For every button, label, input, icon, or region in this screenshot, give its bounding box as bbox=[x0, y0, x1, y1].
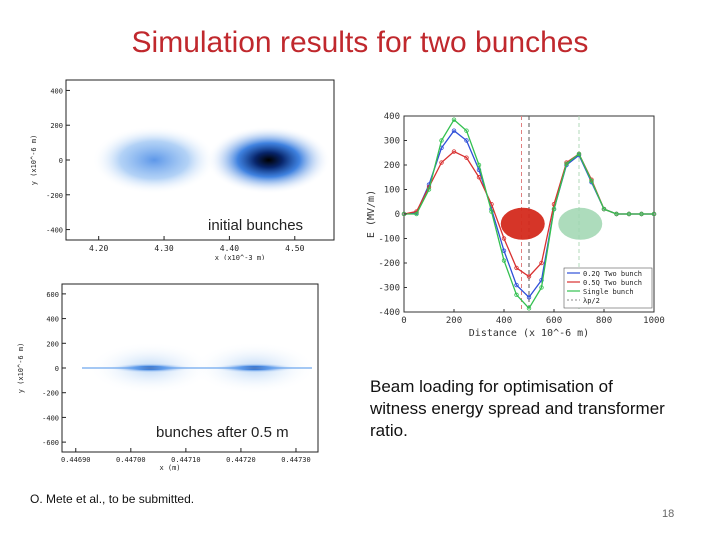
y-axis-label: y (x10^-6 m) bbox=[30, 135, 38, 186]
series-point bbox=[589, 178, 594, 184]
y-tick-label: 300 bbox=[384, 137, 400, 147]
series-point bbox=[576, 151, 582, 157]
x-tick-label: 0.44730 bbox=[281, 456, 311, 464]
series-line-3 bbox=[404, 118, 654, 310]
series-point bbox=[551, 206, 557, 212]
y-tick-label: -200 bbox=[46, 192, 63, 200]
bunch-2 bbox=[206, 126, 331, 194]
series-point bbox=[464, 128, 469, 133]
x-tick-label: 0.44710 bbox=[171, 456, 201, 464]
y-tick-label: 400 bbox=[46, 316, 59, 324]
x-tick-label: 400 bbox=[496, 316, 512, 326]
series-point bbox=[464, 138, 469, 143]
series-point bbox=[451, 117, 457, 122]
series-point bbox=[514, 265, 519, 271]
series-point bbox=[639, 211, 644, 217]
field-line-chart: 0 200 400 600 800 10004003002001000-100-200-3… bbox=[366, 112, 665, 339]
x-tick-label: 0.44700 bbox=[116, 456, 146, 464]
y-tick-label: 0 bbox=[395, 210, 400, 220]
series-point bbox=[414, 211, 419, 217]
series-point bbox=[426, 187, 432, 192]
x-tick-label: 0 bbox=[401, 316, 406, 326]
series-point bbox=[451, 128, 457, 133]
series-point bbox=[501, 248, 507, 253]
drive-bunch-ellipse bbox=[500, 207, 545, 240]
y-tick-label: 0 bbox=[55, 365, 59, 373]
x-tick-label: 600 bbox=[546, 316, 562, 326]
series-point bbox=[539, 260, 544, 266]
page-number: 18 bbox=[662, 508, 675, 520]
series-point bbox=[614, 211, 619, 217]
y-tick-label: -400 bbox=[378, 308, 400, 318]
x-tick-label: 200 bbox=[446, 316, 462, 326]
series-point bbox=[439, 160, 444, 165]
legend-box bbox=[563, 267, 653, 309]
bunches-after-plot: 0.44690 0.44700 0.44710 0.44720 0.44730 600 40… bbox=[17, 283, 319, 472]
y-tick-label: 100 bbox=[384, 186, 400, 196]
x-tick-label: 4.30 bbox=[154, 244, 173, 253]
witness-bunch-ellipse bbox=[558, 207, 603, 240]
series-point bbox=[514, 292, 519, 298]
series-point bbox=[526, 306, 532, 311]
series-point bbox=[439, 138, 444, 143]
y-tick-label: -600 bbox=[42, 439, 59, 447]
series-point bbox=[601, 206, 607, 212]
x-tick-label: 4.50 bbox=[285, 244, 304, 253]
series-point bbox=[514, 282, 519, 288]
slide-title: Simulation results for two bunches bbox=[131, 26, 589, 59]
caption-bunches-after: bunches after 0.5 m bbox=[154, 424, 291, 441]
y-tick-label: 200 bbox=[46, 340, 59, 348]
y-tick-label: 0 bbox=[59, 157, 63, 165]
x-tick-label: 4.20 bbox=[89, 244, 108, 253]
x-axis-label: x (x10^-3 m) bbox=[215, 254, 266, 260]
series-point bbox=[564, 161, 569, 166]
series-point bbox=[451, 149, 457, 154]
series-point bbox=[651, 211, 657, 217]
series-point bbox=[464, 155, 469, 160]
series-point bbox=[489, 209, 494, 214]
bunch-1 bbox=[92, 126, 217, 194]
x-tick-label: 800 bbox=[596, 316, 612, 326]
legend-entry: 0.5Q Two bunch bbox=[583, 279, 642, 287]
series-point bbox=[526, 295, 532, 300]
credit-note: O. Mete et al., to be submitted. bbox=[30, 492, 195, 506]
x-axis-label: Distance (x 10^-6 m) bbox=[469, 328, 589, 339]
y-axis-label: y (x10^-6 m) bbox=[17, 343, 25, 394]
series-point bbox=[476, 175, 482, 180]
y-tick-label: -400 bbox=[46, 227, 63, 235]
x-tick-label: 0.44720 bbox=[226, 456, 256, 464]
x-tick-label: 4.40 bbox=[220, 244, 239, 253]
y-tick-label: -300 bbox=[378, 284, 400, 294]
y-tick-label: -200 bbox=[42, 390, 59, 398]
y-tick-label: -200 bbox=[378, 259, 400, 269]
x-axis-label: x (m) bbox=[159, 464, 180, 472]
y-axis-label: E (MV/m) bbox=[366, 190, 377, 238]
series-point bbox=[501, 258, 507, 263]
slide-description: Beam loading for optimisation of witness… bbox=[370, 377, 665, 440]
series-point bbox=[626, 211, 632, 217]
legend-entry: λp/2 bbox=[583, 297, 600, 305]
y-tick-label: 400 bbox=[50, 87, 63, 95]
series-point bbox=[501, 236, 507, 241]
y-tick-label: -100 bbox=[378, 235, 400, 245]
series-point bbox=[526, 274, 532, 279]
y-tick-label: 200 bbox=[384, 161, 400, 171]
legend-entry: Single bunch bbox=[583, 288, 634, 296]
caption-initial-bunches: initial bunches bbox=[206, 217, 306, 234]
initial-bunches-plot: 4.20 4.30 4.40 4.50 400 200 0 -200 -400 x (x10^-3… bbox=[30, 79, 335, 260]
y-tick-label: 200 bbox=[50, 122, 63, 130]
x-tick-label: 0.44690 bbox=[61, 456, 91, 464]
y-tick-label: 600 bbox=[46, 291, 59, 299]
x-tick-label: 1000 bbox=[643, 316, 665, 326]
series-point bbox=[476, 162, 482, 168]
legend-entry: 0.2Q Two bunch bbox=[583, 270, 642, 278]
y-tick-label: -400 bbox=[42, 414, 59, 422]
series-point bbox=[539, 285, 544, 290]
y-tick-label: 400 bbox=[384, 112, 400, 122]
